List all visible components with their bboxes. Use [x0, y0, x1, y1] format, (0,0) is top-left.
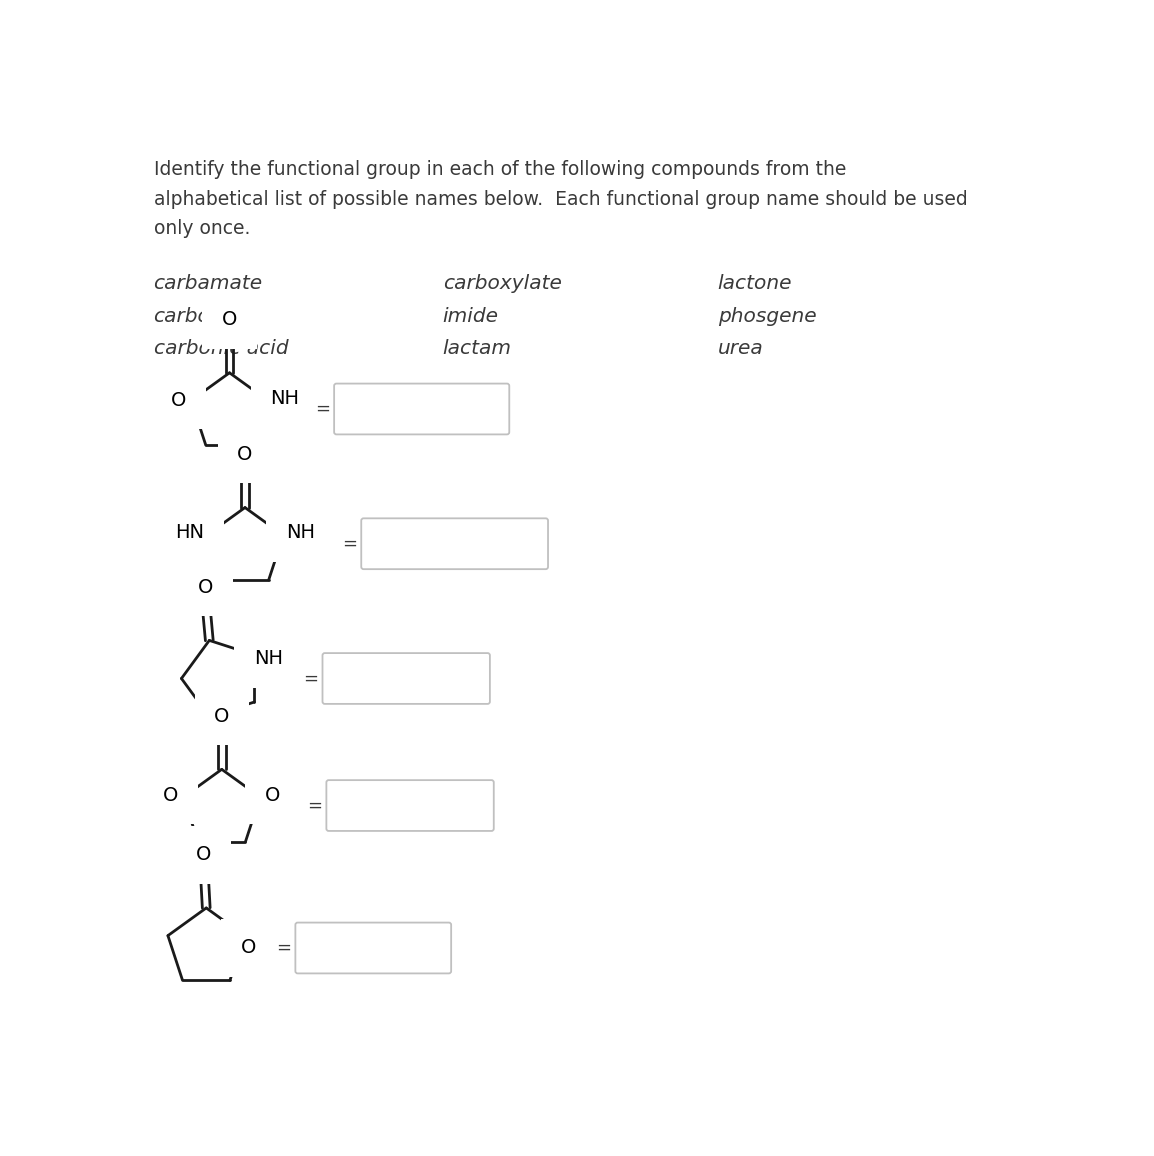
Text: lactam: lactam: [443, 339, 511, 358]
Text: NH: NH: [286, 524, 315, 542]
Text: O: O: [196, 845, 211, 865]
Text: only once.: only once.: [153, 218, 250, 238]
Text: =: =: [304, 669, 319, 688]
Text: O: O: [241, 939, 256, 957]
Text: NH: NH: [254, 650, 283, 668]
Text: O: O: [213, 706, 230, 726]
Text: carbamate: carbamate: [153, 274, 263, 294]
Text: HN: HN: [175, 524, 204, 542]
FancyBboxPatch shape: [335, 384, 509, 435]
Text: phosgene: phosgene: [718, 306, 816, 326]
Text: O: O: [222, 310, 238, 329]
Text: =: =: [307, 796, 322, 815]
Text: lactone: lactone: [718, 274, 793, 294]
Text: O: O: [171, 391, 187, 410]
Text: carboxylate: carboxylate: [443, 274, 562, 294]
Text: carbonic acid: carbonic acid: [153, 339, 288, 358]
Text: O: O: [238, 445, 253, 464]
Text: alphabetical list of possible names below.  Each functional group name should be: alphabetical list of possible names belo…: [153, 190, 967, 208]
Text: Identify the functional group in each of the following compounds from the: Identify the functional group in each of…: [153, 161, 846, 179]
FancyBboxPatch shape: [322, 653, 490, 704]
Text: O: O: [264, 786, 280, 805]
Text: =: =: [342, 535, 357, 553]
Text: imide: imide: [443, 306, 499, 326]
Text: O: O: [164, 786, 179, 805]
Text: NH: NH: [270, 388, 299, 408]
Text: =: =: [315, 400, 330, 418]
FancyBboxPatch shape: [295, 922, 451, 973]
Text: carbonate: carbonate: [153, 306, 256, 326]
Text: =: =: [276, 939, 291, 957]
FancyBboxPatch shape: [361, 518, 548, 569]
FancyBboxPatch shape: [327, 780, 494, 831]
Text: O: O: [197, 578, 213, 596]
Text: urea: urea: [718, 339, 764, 358]
